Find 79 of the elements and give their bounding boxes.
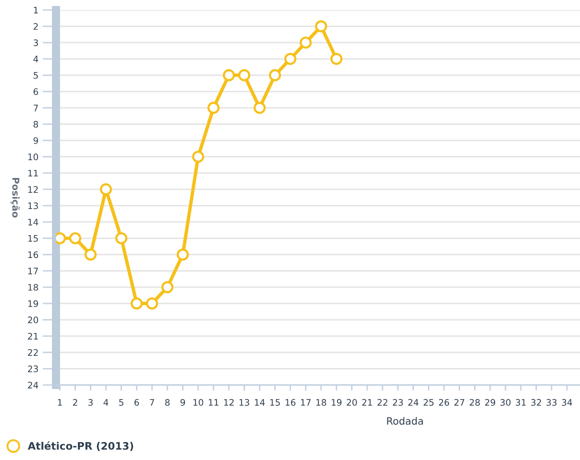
- x-tick-label: 21: [362, 399, 372, 406]
- x-tick-label: 10: [193, 399, 204, 406]
- y-tick-label: 18: [28, 284, 38, 291]
- y-tick-label: 11: [28, 170, 38, 176]
- x-tick-label: 29: [485, 399, 496, 406]
- point: [192, 150, 204, 163]
- y-tick-label: 9: [34, 137, 38, 144]
- y-tick-label: 20: [28, 316, 38, 324]
- point: [84, 248, 97, 261]
- point: [284, 52, 296, 65]
- x-axis-title: Rodada: [387, 417, 423, 425]
- y-tick-label: 1: [34, 6, 38, 14]
- y-tick-label: 8: [34, 120, 38, 128]
- x-tick-label: 28: [470, 399, 480, 406]
- y-tick-label: 5: [34, 72, 38, 79]
- point: [330, 52, 342, 65]
- y-tick-label: 22: [28, 349, 38, 356]
- y-tick-label: 13: [28, 202, 38, 210]
- x-tick-label: 26: [439, 399, 450, 406]
- point: [100, 183, 112, 196]
- y-tick-label: 12: [28, 186, 38, 193]
- x-tick-label: 33: [546, 399, 557, 406]
- point: [130, 297, 143, 310]
- point: [115, 232, 128, 244]
- legend-label: Atlético-PR (2013): [28, 441, 134, 451]
- x-tick-label: 20: [346, 399, 357, 406]
- x-tick-label: 3: [88, 399, 93, 406]
- y-tick-label: 6: [34, 88, 38, 96]
- x-tick-label: 18: [316, 399, 326, 406]
- point: [146, 297, 158, 310]
- y-tick-label: 24: [28, 382, 38, 388]
- point: [69, 232, 82, 244]
- y-tick-label: 21: [28, 332, 38, 340]
- x-tick-label: 5: [119, 399, 124, 406]
- point: [268, 69, 282, 82]
- y-tick-label: 17: [28, 268, 38, 274]
- x-tick-label: 2: [73, 399, 78, 406]
- y-tick-label: 10: [28, 154, 38, 160]
- x-tick-label: 1: [58, 399, 62, 406]
- x-tick-label: 32: [531, 399, 541, 406]
- x-tick-label: 16: [286, 399, 296, 406]
- point: [207, 102, 220, 114]
- x-tick-label: 27: [454, 399, 464, 406]
- point: [222, 69, 235, 82]
- y-tick-label: 23: [28, 365, 38, 372]
- x-tick-label: 23: [392, 399, 403, 406]
- x-tick-label: 4: [104, 399, 108, 406]
- x-tick-label: 9: [180, 399, 185, 406]
- x-tick-label: 31: [516, 399, 526, 406]
- x-tick-label: 11: [208, 399, 218, 406]
- point: [161, 281, 174, 294]
- x-tick-label: 17: [301, 399, 311, 406]
- point: [238, 69, 250, 82]
- point: [176, 248, 189, 261]
- y-tick-label: 19: [28, 300, 38, 307]
- point: [300, 36, 312, 49]
- x-tick-label: 12: [224, 399, 234, 406]
- x-tick-label: 6: [134, 399, 139, 406]
- x-tick-label: 14: [254, 399, 265, 406]
- y-tick-label: 7: [34, 104, 38, 112]
- x-tick-label: 7: [150, 399, 154, 406]
- x-tick-label: 22: [378, 399, 388, 406]
- y-tick-label: 15: [28, 235, 38, 242]
- point: [315, 20, 328, 32]
- x-tick-label: 25: [424, 399, 434, 406]
- y-tick-label: 3: [34, 39, 38, 46]
- x-tick-label: 19: [332, 399, 342, 406]
- x-tick-label: 24: [408, 399, 418, 406]
- x-tick-label: 8: [165, 399, 170, 406]
- x-tick-label: 30: [500, 399, 511, 406]
- y-axis-title: Posição: [10, 178, 20, 218]
- y-tick-label: 4: [33, 56, 38, 62]
- y-tick-label: 2: [34, 23, 38, 30]
- x-tick-label: 13: [240, 399, 250, 406]
- y-tick-label: 16: [28, 251, 38, 258]
- point: [254, 102, 266, 114]
- x-tick-label: 15: [270, 399, 280, 406]
- y-tick-label: 14: [28, 218, 38, 226]
- x-tick-label: 34: [562, 399, 572, 406]
